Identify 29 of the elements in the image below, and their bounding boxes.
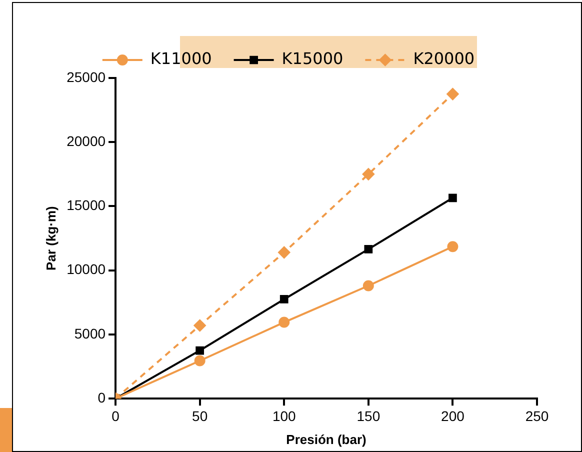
point	[196, 346, 204, 355]
x-tick-label: 250	[525, 408, 549, 424]
y-tick-label: 15000	[66, 197, 106, 214]
legend-label: K20000	[413, 49, 475, 68]
y-axis-title: Par (kg·m)	[43, 206, 58, 270]
x-tick-label: 50	[192, 408, 208, 424]
y-tick-label: 25000	[66, 68, 106, 85]
point	[446, 88, 459, 100]
y-tick-label: 20000	[66, 132, 106, 149]
legend-label: K15000	[282, 49, 344, 68]
legend-label: K11000	[150, 49, 212, 68]
point	[278, 316, 290, 328]
y-tick-label: 5000	[74, 325, 106, 342]
point	[362, 168, 374, 180]
point	[278, 246, 290, 258]
point	[447, 241, 458, 252]
x-tick-label: 200	[441, 408, 465, 424]
point	[362, 280, 374, 292]
y-tick-label: 10000	[66, 261, 106, 278]
point	[448, 194, 457, 202]
x-axis-title: Presión (bar)	[286, 432, 366, 447]
point	[194, 355, 206, 366]
x-tick-label: 100	[272, 408, 296, 424]
point	[280, 295, 288, 304]
point	[194, 320, 206, 332]
x-tick-label: 0	[112, 408, 120, 424]
point	[364, 245, 373, 254]
x-tick-label: 150	[356, 408, 380, 424]
y-tick-label: 0	[98, 389, 106, 406]
